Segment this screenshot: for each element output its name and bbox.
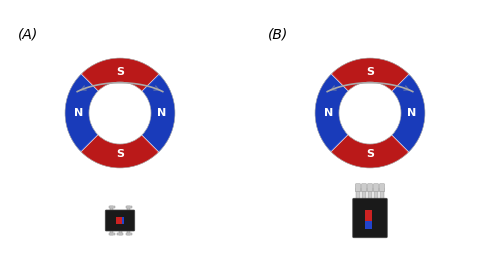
Wedge shape xyxy=(392,74,425,152)
Wedge shape xyxy=(331,93,407,168)
Text: S: S xyxy=(116,149,124,159)
Text: (B): (B) xyxy=(268,27,288,41)
Bar xyxy=(118,230,122,235)
Bar xyxy=(368,188,372,199)
Bar xyxy=(110,206,113,211)
FancyBboxPatch shape xyxy=(105,210,135,231)
Wedge shape xyxy=(315,74,390,150)
Wedge shape xyxy=(81,93,158,168)
Bar xyxy=(365,220,372,229)
Text: N: N xyxy=(324,108,334,118)
Bar xyxy=(122,217,124,224)
Wedge shape xyxy=(81,135,159,168)
Bar xyxy=(110,230,113,235)
Bar xyxy=(126,206,132,208)
Text: (A): (A) xyxy=(18,27,38,41)
Text: N: N xyxy=(74,108,84,118)
Wedge shape xyxy=(142,74,175,152)
Wedge shape xyxy=(65,74,98,152)
Wedge shape xyxy=(331,58,409,91)
Circle shape xyxy=(89,82,151,144)
Wedge shape xyxy=(82,58,159,133)
FancyBboxPatch shape xyxy=(374,184,378,192)
Bar xyxy=(108,206,114,208)
FancyBboxPatch shape xyxy=(368,184,372,192)
Wedge shape xyxy=(331,135,409,168)
Circle shape xyxy=(339,82,401,144)
Bar xyxy=(117,233,123,235)
Wedge shape xyxy=(332,58,409,133)
Bar xyxy=(356,188,360,199)
Bar xyxy=(116,217,122,224)
Text: S: S xyxy=(366,67,374,77)
Bar xyxy=(365,210,372,220)
FancyBboxPatch shape xyxy=(353,198,388,238)
Text: N: N xyxy=(406,108,416,118)
Bar xyxy=(127,230,130,235)
FancyBboxPatch shape xyxy=(362,184,366,192)
Bar xyxy=(374,188,378,199)
Wedge shape xyxy=(81,58,159,91)
Bar xyxy=(108,233,114,235)
Bar xyxy=(126,233,132,235)
Wedge shape xyxy=(65,74,140,150)
Bar xyxy=(362,188,366,199)
Wedge shape xyxy=(100,76,175,152)
Wedge shape xyxy=(350,76,425,152)
Text: S: S xyxy=(116,67,124,77)
Text: S: S xyxy=(366,149,374,159)
Bar xyxy=(380,188,384,199)
Wedge shape xyxy=(315,74,348,152)
Bar xyxy=(127,206,130,211)
FancyBboxPatch shape xyxy=(356,184,360,192)
Text: N: N xyxy=(156,108,166,118)
FancyBboxPatch shape xyxy=(380,184,384,192)
